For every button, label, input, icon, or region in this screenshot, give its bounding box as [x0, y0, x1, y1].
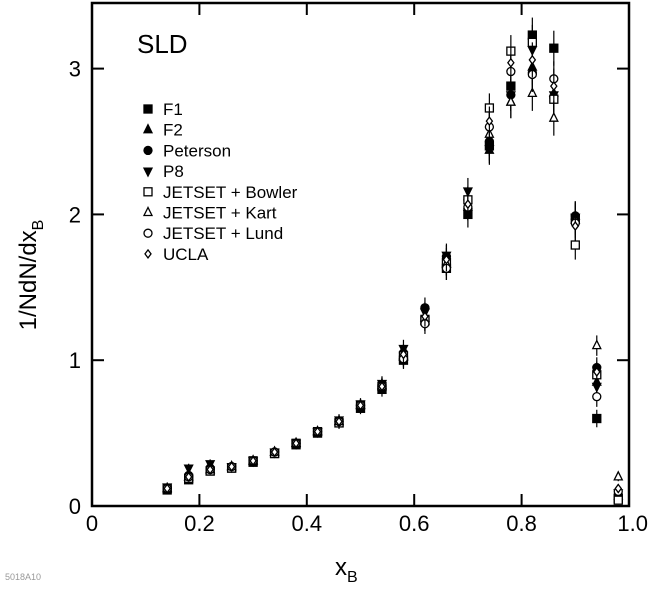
- x-tick-label: 0.8: [506, 511, 537, 536]
- chart-title: SLD: [137, 29, 188, 59]
- data-point: [528, 54, 537, 65]
- data-points: [162, 17, 624, 505]
- data-point: [613, 470, 624, 481]
- data-point: [356, 400, 365, 411]
- data-point: [421, 311, 429, 322]
- y-ticks: 0 1 2 3: [69, 57, 629, 519]
- x-tick-label: 0.6: [399, 511, 430, 536]
- data-point: [613, 495, 623, 505]
- legend-marker: [142, 123, 154, 134]
- data-point: [399, 349, 408, 360]
- data-point: [378, 381, 386, 392]
- legend-label: JETSET + Bowler: [163, 183, 298, 202]
- data-point: [464, 199, 472, 210]
- legend-marker: [143, 187, 153, 197]
- x-tick-label: 1.0: [617, 511, 648, 536]
- data-point: [550, 81, 558, 92]
- y-axis-label-subscript: B: [30, 220, 47, 231]
- data-point: [335, 416, 343, 427]
- y-tick-label: 0: [69, 494, 81, 519]
- plot-frame: [90, 1, 631, 508]
- legend-label: F1: [163, 100, 183, 119]
- legend-label: JETSET + Lund: [163, 224, 283, 243]
- y-axis-label-main: 1/NdN/dx: [15, 230, 42, 330]
- data-point: [442, 254, 451, 265]
- x-axis-label-subscript: B: [347, 569, 358, 586]
- data-point: [591, 339, 602, 350]
- data-point: [206, 464, 214, 475]
- data-point: [163, 483, 171, 494]
- y-tick-label: 1: [69, 348, 81, 373]
- figure-id: 5018A10: [5, 572, 41, 582]
- legend-label: F2: [163, 121, 183, 140]
- data-point: [570, 240, 580, 250]
- data-point: [184, 471, 193, 482]
- data-point: [249, 455, 257, 466]
- data-point: [549, 43, 559, 53]
- data-point: [527, 86, 538, 98]
- x-axis-label: xB: [335, 554, 358, 586]
- data-point: [505, 95, 516, 106]
- x-ticks: 0 0.2 0.4 0.6 0.8 1.0: [86, 3, 648, 536]
- legend-label: P8: [163, 162, 184, 181]
- legend-marker: [143, 104, 153, 114]
- legend-marker: [142, 206, 154, 217]
- data-point: [571, 220, 580, 232]
- legend-label: UCLA: [163, 245, 209, 264]
- data-point: [507, 57, 515, 68]
- data-point: [227, 461, 236, 472]
- data-point: [592, 392, 602, 402]
- legend-marker: [144, 248, 152, 259]
- legend-label: JETSET + Kart: [163, 204, 277, 223]
- data-point: [548, 111, 559, 122]
- legend-marker: [142, 167, 154, 178]
- series-jetset-kart: [162, 75, 624, 493]
- x-tick-label: 0.4: [292, 511, 323, 536]
- data-point: [313, 426, 322, 437]
- data-point: [485, 116, 494, 127]
- data-point: [614, 483, 623, 494]
- y-tick-label: 2: [69, 202, 81, 227]
- data-point: [292, 438, 300, 449]
- data-point: [270, 446, 279, 458]
- y-tick-label: 3: [69, 57, 81, 82]
- y-axis-label: 1/NdN/dxB: [15, 220, 47, 331]
- x-tick-label: 0.2: [184, 511, 215, 536]
- data-point: [592, 413, 602, 424]
- data-point: [592, 366, 601, 377]
- legend-marker: [143, 228, 153, 238]
- legend-marker: [143, 145, 153, 156]
- x-axis-label-main: x: [335, 554, 347, 581]
- legend-label: Peterson: [163, 141, 231, 160]
- x-tick-label: 0: [86, 511, 98, 536]
- data-point: [183, 464, 194, 475]
- series-ucla: [163, 42, 623, 494]
